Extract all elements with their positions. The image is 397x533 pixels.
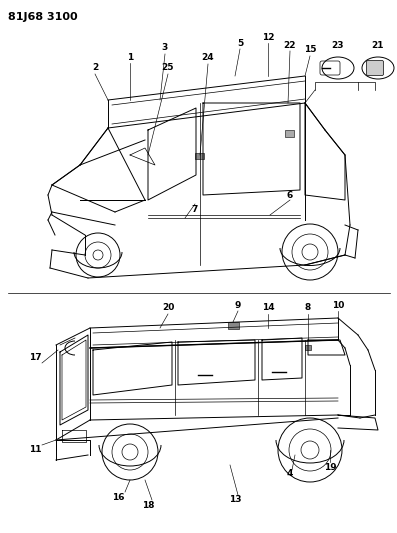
Text: 8: 8 [305,303,311,312]
Text: 20: 20 [162,303,174,312]
Text: 7: 7 [192,206,198,214]
FancyBboxPatch shape [285,130,293,136]
Text: 14: 14 [262,303,274,312]
Text: 10: 10 [332,301,344,310]
Text: 11: 11 [29,446,41,455]
Text: 24: 24 [202,53,214,62]
Text: 17: 17 [29,353,41,362]
Text: 25: 25 [162,63,174,72]
Text: 19: 19 [324,463,336,472]
Text: 16: 16 [112,494,124,503]
Text: 4: 4 [287,469,293,478]
Text: 22: 22 [284,41,296,50]
Text: 21: 21 [372,41,384,50]
FancyBboxPatch shape [366,61,384,76]
Text: 81J68 3100: 81J68 3100 [8,12,78,22]
Text: 12: 12 [262,33,274,42]
Text: 3: 3 [162,44,168,52]
Text: 23: 23 [332,41,344,50]
FancyBboxPatch shape [227,321,239,328]
Text: 13: 13 [229,496,241,505]
Text: 5: 5 [237,38,243,47]
Text: 6: 6 [287,190,293,199]
Text: 15: 15 [304,45,316,54]
Text: 1: 1 [127,52,133,61]
Text: 2: 2 [92,63,98,72]
FancyBboxPatch shape [195,152,204,158]
FancyBboxPatch shape [305,345,311,350]
Text: 18: 18 [142,500,154,510]
Text: 9: 9 [235,301,241,310]
